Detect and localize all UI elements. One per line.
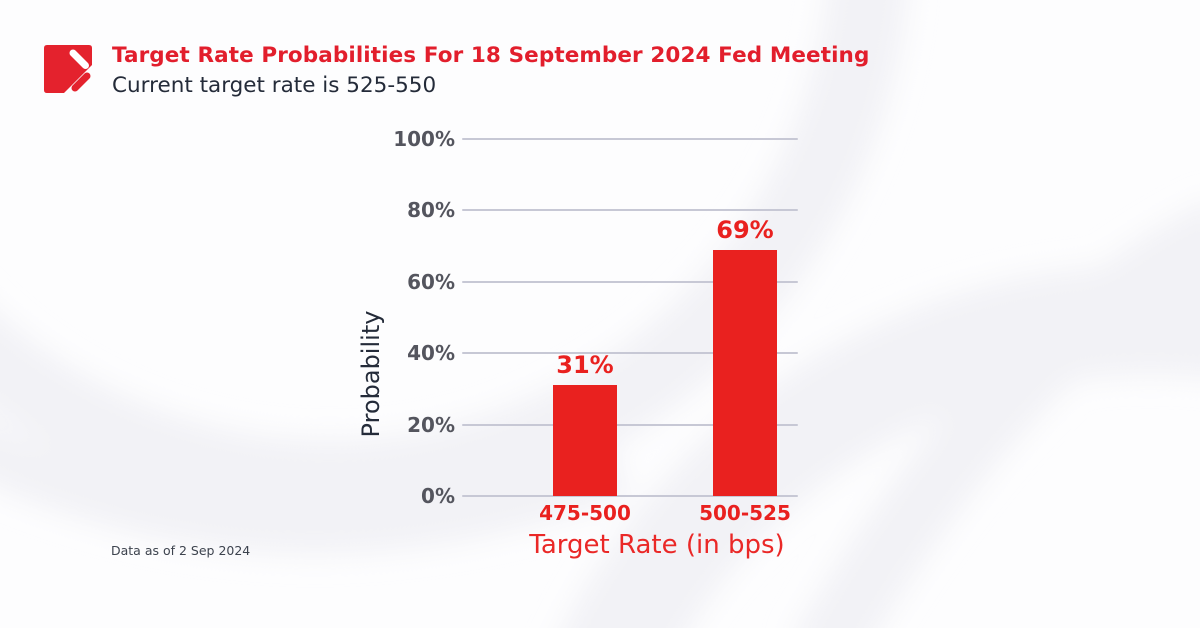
y-tick-label: 100% — [393, 127, 455, 151]
x-tick-label: 475-500 — [539, 501, 631, 525]
x-axis-title: Target Rate (in bps) — [529, 530, 785, 560]
data-as-of-note: Data as of 2 Sep 2024 — [111, 543, 251, 558]
gridline-60% — [462, 280, 798, 283]
bar-500-525 — [713, 250, 777, 496]
bar-475-500 — [553, 385, 617, 496]
x-tick-label: 500-525 — [699, 501, 791, 525]
y-tick-label: 40% — [407, 341, 455, 366]
chart-title: Target Rate Probabilities For 18 Septemb… — [112, 43, 870, 68]
gridline-40% — [462, 352, 798, 355]
y-tick-label: 20% — [407, 412, 455, 437]
gridline-100% — [462, 138, 798, 140]
gridline-80% — [462, 209, 798, 212]
brand-logo-icon — [44, 45, 92, 93]
chart-subtitle: Current target rate is 525-550 — [112, 73, 437, 98]
y-tick-label: 60% — [407, 269, 455, 294]
gridline-20% — [462, 423, 798, 426]
bar-value-label: 31% — [556, 351, 614, 379]
bar-value-label: 69% — [716, 216, 774, 244]
y-tick-label: 0% — [421, 484, 455, 508]
header: Target Rate Probabilities For 18 Septemb… — [44, 42, 869, 101]
y-axis-title: Probability — [357, 310, 385, 438]
gridline-0% — [462, 495, 798, 497]
y-tick-label: 80% — [407, 198, 455, 223]
